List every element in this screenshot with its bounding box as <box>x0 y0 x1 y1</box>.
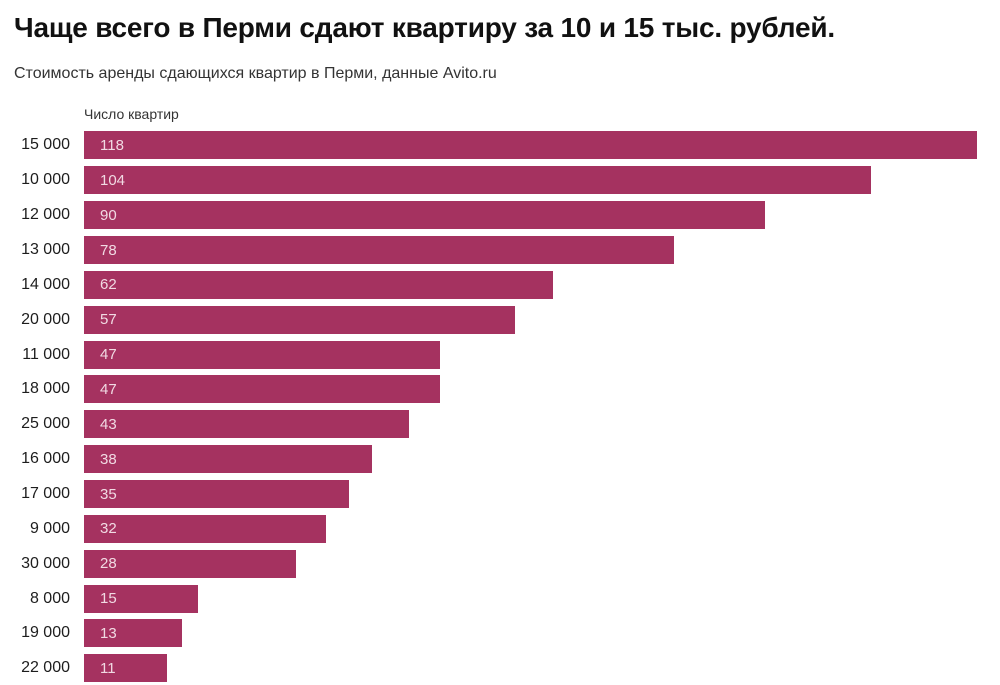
bar: 38 <box>84 445 372 474</box>
value-label: 28 <box>100 555 117 573</box>
bar-row: 19 000 13 <box>0 616 1000 651</box>
bar-row: 13 000 78 <box>0 233 1000 268</box>
category-label: 12 000 <box>21 206 70 224</box>
chart-title: Чаще всего в Перми сдают квартиру за 10 … <box>14 12 835 43</box>
axis-label: Число квартир <box>84 106 179 122</box>
bar: 78 <box>84 236 675 264</box>
bar: 90 <box>84 201 766 230</box>
bar-track: 47 <box>84 375 977 404</box>
bar-track: 57 <box>84 305 977 334</box>
bar-track: 32 <box>84 514 977 543</box>
bar-row: 8 000 15 <box>0 581 1000 616</box>
bar-track: 90 <box>84 201 977 230</box>
category-label: 14 000 <box>21 275 70 293</box>
bar-row: 30 000 28 <box>0 546 1000 581</box>
value-label: 13 <box>100 624 117 642</box>
bar-row: 22 000 11 <box>0 651 1000 685</box>
bar-track: 38 <box>84 445 977 474</box>
bar: 47 <box>84 340 440 369</box>
bar: 43 <box>84 410 410 439</box>
value-label: 47 <box>100 346 117 364</box>
category-label: 22 000 <box>21 659 70 677</box>
value-label: 11 <box>100 659 116 677</box>
bar-track: 78 <box>84 236 977 264</box>
value-label: 35 <box>100 485 117 503</box>
value-label: 57 <box>100 311 117 329</box>
bar: 47 <box>84 375 440 404</box>
bar-track: 35 <box>84 480 977 509</box>
bar-track: 47 <box>84 340 977 369</box>
category-label: 15 000 <box>21 136 70 154</box>
value-label: 62 <box>100 276 117 294</box>
category-label: 19 000 <box>21 624 70 642</box>
bar-track: 13 <box>84 619 977 648</box>
category-label: 8 000 <box>29 589 70 607</box>
chart-subtitle: Стоимость аренды сдающихся квартир в Пер… <box>14 65 497 82</box>
value-label: 104 <box>100 171 126 189</box>
category-label: 16 000 <box>21 450 70 468</box>
category-label: 10 000 <box>21 171 70 189</box>
category-label: 11 000 <box>22 345 70 363</box>
bar-track: 28 <box>84 549 977 578</box>
bar-row: 16 000 38 <box>0 442 1000 477</box>
value-label: 15 <box>100 590 117 608</box>
bar: 13 <box>84 619 183 648</box>
bar-track: 104 <box>84 166 977 195</box>
bar: 32 <box>84 514 327 543</box>
bar-row: 15 000 118 <box>0 128 1000 163</box>
bar: 57 <box>84 305 516 334</box>
bar-track: 11 <box>84 654 977 683</box>
category-label: 25 000 <box>21 415 70 433</box>
bar-track: 62 <box>84 270 977 299</box>
category-label: 18 000 <box>21 380 70 398</box>
bar: 11 <box>84 654 168 683</box>
category-label: 13 000 <box>21 241 70 258</box>
bar: 35 <box>84 480 349 509</box>
bar-row: 20 000 57 <box>0 302 1000 337</box>
bar-row: 17 000 35 <box>0 477 1000 512</box>
bar-track: 43 <box>84 410 977 439</box>
category-label: 30 000 <box>21 554 70 572</box>
bar-track: 118 <box>84 131 977 160</box>
bar: 62 <box>84 270 554 299</box>
value-label: 47 <box>100 380 117 398</box>
bar: 118 <box>84 131 977 160</box>
bar-chart: 15 000 118 10 000 104 12 000 90 13 000 78 14 000… <box>0 128 1000 685</box>
value-label: 32 <box>100 520 117 538</box>
value-label: 38 <box>100 450 117 468</box>
category-label: 17 000 <box>21 485 70 503</box>
bar-row: 11 000 47 <box>0 337 1000 372</box>
bar-row: 14 000 62 <box>0 267 1000 302</box>
bar-row: 18 000 47 <box>0 372 1000 407</box>
category-label: 20 000 <box>21 310 70 328</box>
value-label: 43 <box>100 415 117 433</box>
bar-row: 9 000 32 <box>0 511 1000 546</box>
value-label: 118 <box>100 136 124 154</box>
category-label: 9 000 <box>29 519 70 537</box>
bar-track: 15 <box>84 584 977 613</box>
bar-row: 10 000 104 <box>0 163 1000 198</box>
bar: 28 <box>84 549 296 578</box>
value-label: 78 <box>100 241 117 259</box>
bar: 104 <box>84 166 872 195</box>
bar-row: 25 000 43 <box>0 407 1000 442</box>
value-label: 90 <box>100 206 117 224</box>
bar-row: 12 000 90 <box>0 198 1000 233</box>
bar: 15 <box>84 584 198 613</box>
